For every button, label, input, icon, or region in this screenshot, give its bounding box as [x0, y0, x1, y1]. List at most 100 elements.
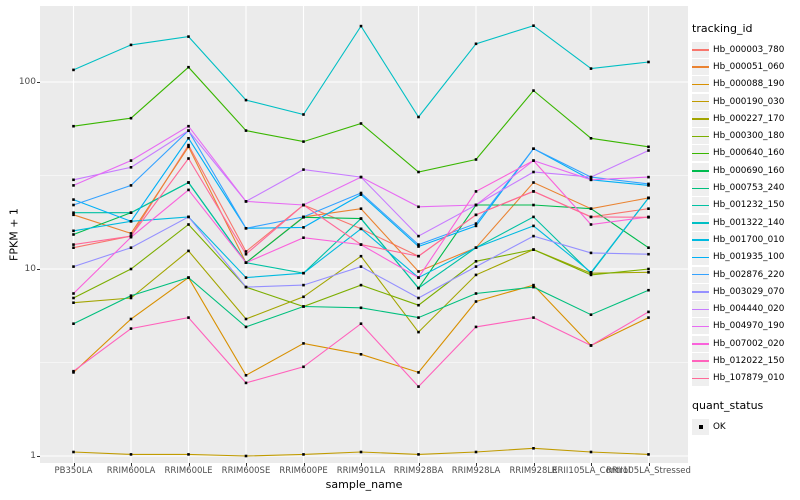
- data-point: [474, 158, 478, 161]
- legend-item-label: Hb_000190_030: [713, 96, 785, 107]
- data-point: [244, 227, 248, 230]
- data-point: [589, 273, 593, 277]
- x-tick-label: RRII105LA_Stressed: [606, 466, 691, 476]
- x-tick-mark: [591, 463, 592, 466]
- x-tick-mark: [246, 463, 247, 466]
- line-swatch-icon: [692, 170, 709, 172]
- legend-item-Hb_001322_140: Hb_001322_140: [692, 214, 798, 231]
- data-point: [129, 294, 133, 297]
- legend-key-line: [692, 145, 709, 162]
- x-tick-label: PB350LA: [54, 466, 93, 476]
- legend-item-label: Hb_007002_020: [713, 338, 785, 349]
- x-tick-label: RRIM928LA: [451, 466, 501, 476]
- legend-item-Hb_000190_030: Hb_000190_030: [692, 93, 798, 110]
- data-point: [417, 254, 420, 258]
- legend-key-line: [692, 249, 709, 266]
- chart-canvas: [40, 6, 688, 463]
- x-tick-mark: [476, 463, 477, 466]
- data-point: [302, 305, 305, 308]
- legend-item-label: Hb_004440_020: [713, 304, 785, 315]
- data-point: [474, 246, 478, 249]
- data-point: [647, 184, 650, 187]
- data-point: [244, 325, 248, 329]
- data-point: [532, 147, 535, 150]
- data-point: [647, 310, 650, 314]
- legend-item-label: Hb_004970_190: [713, 321, 785, 332]
- legend-key-line: [692, 370, 709, 387]
- data-point: [72, 265, 75, 268]
- data-point: [474, 222, 478, 225]
- legend-item-label: Hb_000640_160: [713, 148, 785, 159]
- legend-item-Hb_012022_150: Hb_012022_150: [692, 352, 798, 369]
- data-point: [129, 296, 133, 300]
- legend-key-line: [692, 352, 709, 369]
- legend-key-square: [692, 418, 709, 435]
- data-point: [302, 168, 305, 171]
- data-point: [532, 234, 535, 238]
- legend-item-Hb_007002_020: Hb_007002_020: [692, 335, 798, 352]
- line-swatch-icon: [692, 101, 709, 103]
- legend-item-label: Hb_000227_170: [713, 113, 785, 124]
- legend-key-line: [692, 180, 709, 197]
- data-point: [417, 245, 420, 248]
- data-point: [647, 288, 650, 292]
- legend-item-label: Hb_000088_190: [713, 79, 785, 90]
- data-point: [187, 453, 190, 456]
- data-point: [244, 98, 248, 102]
- data-point: [187, 215, 190, 219]
- data-point: [187, 223, 190, 226]
- data-point: [359, 353, 363, 356]
- legend-key-line: [692, 58, 709, 75]
- data-point: [72, 246, 75, 249]
- data-point: [532, 248, 535, 251]
- data-point: [302, 283, 305, 287]
- data-point: [302, 295, 305, 299]
- x-tick-mark: [303, 463, 305, 466]
- data-point: [647, 207, 650, 210]
- legend-item-Hb_003029_070: Hb_003029_070: [692, 283, 798, 300]
- data-point: [589, 215, 593, 219]
- data-point: [244, 261, 248, 264]
- data-point: [72, 198, 75, 201]
- data-point: [187, 145, 190, 149]
- data-point: [589, 175, 593, 179]
- data-point: [532, 316, 535, 319]
- line-swatch-icon: [692, 325, 709, 328]
- data-point: [647, 196, 650, 200]
- data-point: [72, 292, 75, 295]
- data-point: [187, 249, 190, 253]
- legend-key-line: [692, 76, 709, 93]
- data-point: [302, 453, 305, 456]
- legend-item-label: Hb_012022_150: [713, 355, 785, 366]
- x-tick-label: RRIM600SE: [221, 466, 271, 476]
- data-point: [72, 68, 75, 72]
- data-point: [244, 129, 248, 132]
- data-point: [129, 159, 133, 162]
- data-point: [187, 129, 190, 132]
- x-tick-mark: [361, 463, 362, 466]
- data-point: [72, 184, 75, 187]
- data-point: [647, 316, 650, 319]
- y-tick-mark: [37, 456, 40, 457]
- line-swatch-icon: [692, 377, 709, 380]
- legend-item-label: Hb_107879_010: [713, 373, 785, 384]
- legend-item-label: OK: [713, 421, 726, 432]
- data-point: [187, 188, 190, 192]
- data-point: [474, 260, 478, 263]
- data-point: [647, 145, 650, 149]
- data-point: [474, 325, 478, 329]
- y-tick-label: 100: [18, 77, 36, 87]
- data-point: [417, 115, 420, 119]
- data-point: [302, 226, 305, 229]
- data-point: [532, 203, 535, 207]
- data-point: [302, 140, 305, 143]
- legend-key-line: [692, 301, 709, 318]
- data-point: [532, 283, 535, 287]
- legend-item-Hb_002876_220: Hb_002876_220: [692, 266, 798, 283]
- legend-item-Hb_000300_180: Hb_000300_180: [692, 127, 798, 145]
- line-swatch-icon: [692, 118, 709, 120]
- data-point: [187, 157, 190, 160]
- line-swatch-icon: [692, 187, 709, 189]
- data-point: [359, 122, 363, 125]
- line-swatch-icon: [692, 152, 709, 155]
